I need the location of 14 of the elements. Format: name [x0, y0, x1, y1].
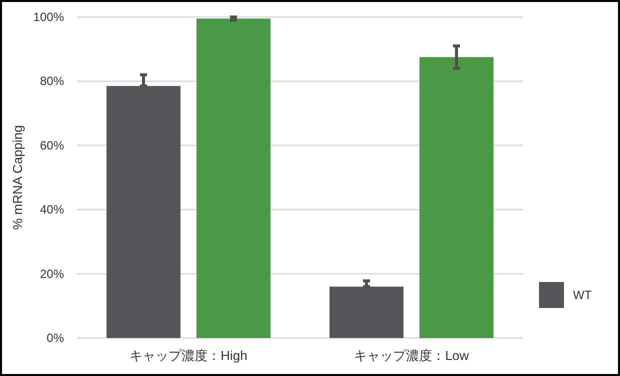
- y-tick-label: 20%: [40, 266, 64, 281]
- bar: [106, 86, 180, 338]
- y-tick-label: 40%: [40, 202, 64, 217]
- y-tick-label: 100%: [33, 10, 64, 24]
- bar: [420, 57, 494, 338]
- bar: [330, 286, 404, 338]
- x-tick-label: キャップ濃度：Low: [354, 348, 470, 363]
- y-tick-label: 0%: [46, 331, 64, 345]
- x-tick-label: キャップ濃度：High: [130, 348, 248, 363]
- y-axis-title: % mRNA Capping: [10, 125, 25, 230]
- y-tick-label: 80%: [40, 74, 64, 88]
- y-tick-label: 60%: [40, 138, 64, 152]
- bar: [196, 18, 270, 338]
- legend-label: WT: [573, 288, 592, 302]
